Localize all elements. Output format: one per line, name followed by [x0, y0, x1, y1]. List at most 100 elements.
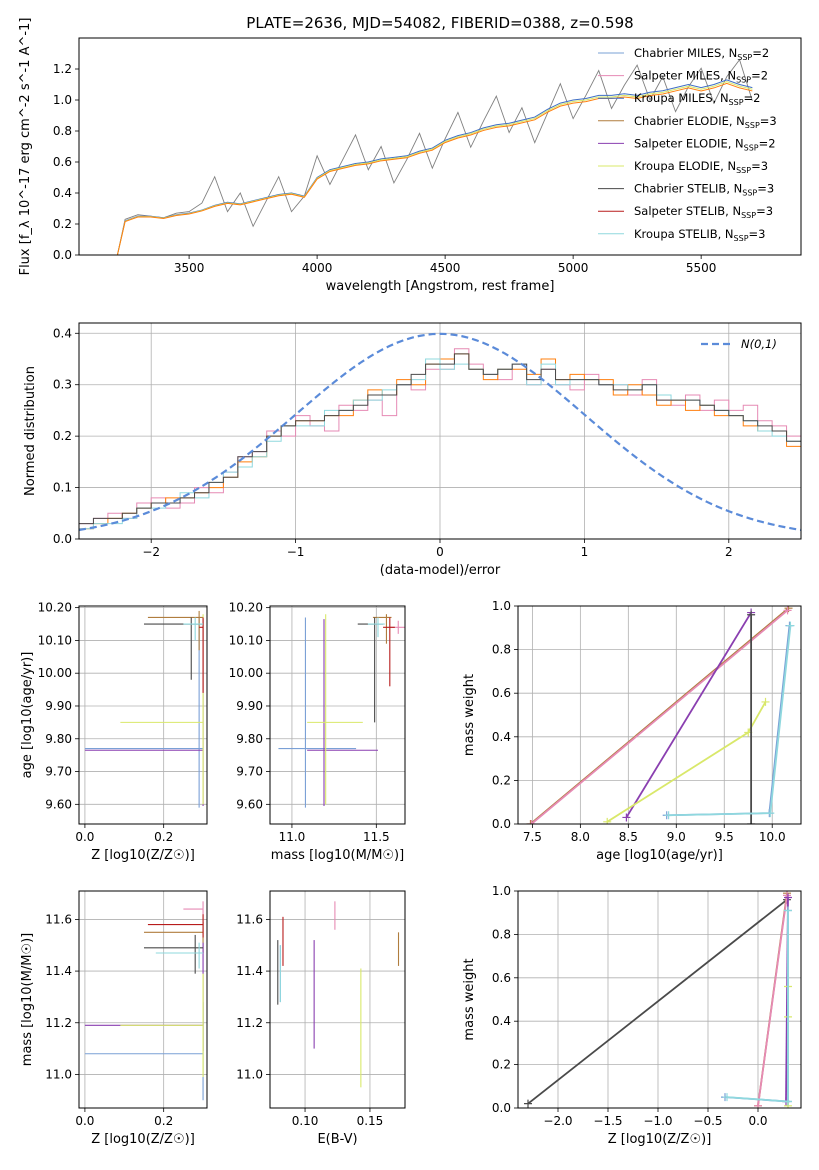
weight-vs-age-frame [517, 605, 802, 825]
legend-model-name: Kroupa STELIB, N [634, 227, 734, 241]
mass-vs-Z-ylabel: mass [log10(M/M☉)] [20, 933, 35, 1066]
legend-ssp-count: =2 [759, 136, 776, 150]
mass-vs-Z-xtick-label: 0.2 [154, 1114, 173, 1128]
legend-ssp-sub: SSP [729, 98, 744, 107]
mass-vs-Z-xlabel: Z [log10(Z/Z☉)] [91, 1132, 195, 1147]
mass-vs-EBV-ytick-label: 11.4 [236, 964, 263, 978]
residuals-xtick-label: 1 [581, 545, 589, 559]
weight-vs-age-panel: 7.5 8.0 8.5 9.0 9.5 10.0 0.0 0.2 0.4 0.6 0.8 1.0 age… [462, 599, 802, 863]
residuals-frame [78, 322, 802, 540]
spectrum-xtick-label: 4000 [302, 261, 333, 275]
mass-vs-EBV-ytick-label: 11.0 [236, 1067, 263, 1081]
weight-vs-age-xlabel: age [log10(age/yr)] [596, 848, 723, 863]
age-vs-Z-ytick-label: 10.20 [38, 601, 72, 615]
spectrum-ytick-label: 1.2 [53, 62, 72, 76]
age-vs-Z-ytick-label: 10.10 [38, 633, 72, 647]
weight-vs-age-plot-area [526, 606, 795, 824]
age-vs-Z-ytick-label: 9.80 [45, 732, 72, 746]
legend-ssp-count: =3 [760, 114, 777, 128]
weight-vs-age-xtick-label: 10.0 [759, 830, 786, 844]
legend-model-name: Salpeter MILES, N [634, 69, 736, 83]
weight-vs-Z-ytick-label: 0.8 [492, 927, 511, 941]
weight-vs-age-weight-marker [766, 809, 775, 818]
weight-vs-Z-ylabel: mass weight [462, 958, 477, 1040]
spectrum-ytick-label: 0.4 [53, 186, 72, 200]
age-vs-mass-ytick-label: 10.20 [229, 601, 263, 615]
weight-vs-Z-xtick-label: −1.5 [593, 1114, 622, 1128]
legend-ssp-sub: SSP [736, 166, 751, 175]
weight-vs-age-xtick-label: 8.0 [571, 830, 590, 844]
spectrum-legend-label: Salpeter STELIB, NSSP=3 [634, 204, 773, 220]
age-vs-Z-xtick-label: 0.0 [75, 830, 94, 844]
age-vs-Z-xlabel: Z [log10(Z/Z☉)] [91, 848, 195, 863]
weight-vs-age-xtick-label: 9.5 [715, 830, 734, 844]
weight-vs-Z-ytick-label: 0.0 [492, 1101, 511, 1115]
mass-vs-EBV-xlabel: E(B-V) [317, 1132, 357, 1147]
age-vs-Z-ytick-label: 9.60 [45, 797, 72, 811]
spectrum-ytick-label: 1.0 [53, 93, 72, 107]
mass-vs-EBV-xtick-label: 0.15 [357, 1114, 384, 1128]
mass-vs-EBV-ytick-label: 11.6 [236, 912, 263, 926]
legend-ssp-sub: SSP [737, 53, 752, 62]
weight-vs-Z-xtick-label: 0.0 [748, 1114, 767, 1128]
residual-histogram [79, 353, 801, 525]
weight-vs-age-weight-marker [786, 621, 795, 630]
weight-vs-age-xtick-label: 9.0 [667, 830, 686, 844]
age-vs-mass-ytick-label: 9.70 [236, 765, 263, 779]
residuals-xtick-label: −2 [142, 545, 160, 559]
residuals-ytick-label: 0.2 [53, 429, 72, 443]
weight-vs-age-weight-marker [747, 820, 756, 824]
spectrum-ytick-label: 0.0 [53, 248, 72, 262]
weight-vs-Z-weight-marker [784, 1097, 792, 1106]
weight-vs-Z-plot-area [524, 891, 792, 1108]
weight-vs-age-xtick-label: 7.5 [523, 830, 542, 844]
weight-vs-age-ytick-label: 0.4 [492, 730, 511, 744]
residual-histogram [79, 358, 801, 530]
legend-ssp-count: =3 [749, 227, 766, 241]
weight-vs-Z-ytick-label: 0.4 [492, 1014, 511, 1028]
spectrum-legend-label: Kroupa STELIB, NSSP=3 [634, 227, 765, 243]
legend-model-name: Salpeter STELIB, N [634, 204, 741, 218]
legend-ssp-sub: SSP [744, 143, 759, 152]
weight-vs-Z-weight-marker [784, 906, 792, 915]
weight-vs-age-weight-marker [527, 820, 536, 824]
weight-vs-age-weight-marker [526, 820, 535, 824]
age-vs-Z-xtick-label: 0.2 [154, 830, 173, 844]
mass-vs-EBV-frame [269, 890, 406, 1109]
age-vs-mass-ytick-label: 9.60 [236, 797, 263, 811]
age-vs-Z-ytick-label: 9.90 [45, 699, 72, 713]
residuals-xtick-label: 0 [436, 545, 444, 559]
weight-vs-Z-weight-marker [723, 1093, 731, 1102]
spectrum-legend-label: Salpeter MILES, NSSP=2 [634, 69, 768, 85]
age-vs-Z-ytick-label: 9.70 [45, 765, 72, 779]
mass-vs-EBV-ytick-label: 11.2 [236, 1016, 263, 1030]
mass-vs-EBV-xtick-label: 0.10 [292, 1114, 319, 1128]
weight-vs-age-weight-line [530, 609, 789, 824]
weight-vs-age-ylabel: mass weight [462, 674, 477, 756]
residuals-ytick-label: 0.3 [53, 378, 72, 392]
mass-vs-Z-frame [78, 890, 208, 1109]
spectrum-data-line [116, 58, 753, 255]
legend-ssp-count: =2 [752, 46, 769, 60]
legend-model-name: Kroupa MILES, N [634, 91, 729, 105]
mass-vs-Z-ytick-label: 11.2 [45, 1016, 72, 1030]
legend-ssp-sub: SSP [745, 121, 760, 130]
legend-ssp-count: =2 [744, 91, 761, 105]
age-vs-mass-ytick-label: 10.00 [229, 666, 263, 680]
residuals-legend-label: N(0,1) [741, 337, 777, 351]
spectrum-legend-label: Salpeter ELODIE, NSSP=2 [634, 136, 776, 152]
weight-vs-age-ytick-label: 1.0 [492, 599, 511, 613]
weight-vs-age-ytick-label: 0.2 [492, 773, 511, 787]
spectrum-xtick-label: 5500 [686, 261, 717, 275]
age-vs-Z-panel: 0.0 0.2 9.60 9.70 9.80 9.90 10.00 10.10 10.20 Z [… [20, 601, 208, 863]
spectrum-legend-label: Kroupa MILES, NSSP=2 [634, 91, 760, 107]
weight-vs-Z-weight-line [527, 898, 788, 1105]
legend-ssp-count: =3 [756, 204, 773, 218]
age-vs-Z-ytick-label: 10.00 [38, 666, 72, 680]
age-vs-Z-ylabel: age [log10(age/yr)] [20, 652, 35, 779]
residuals-ytick-label: 0.4 [53, 326, 72, 340]
mass-vs-EBV-panel: 0.10 0.15 11.0 11.2 11.4 11.6 E(B-V) [236, 890, 406, 1147]
legend-model-name: Kroupa ELODIE, N [634, 159, 736, 173]
weight-vs-age-weight-marker [664, 811, 673, 820]
